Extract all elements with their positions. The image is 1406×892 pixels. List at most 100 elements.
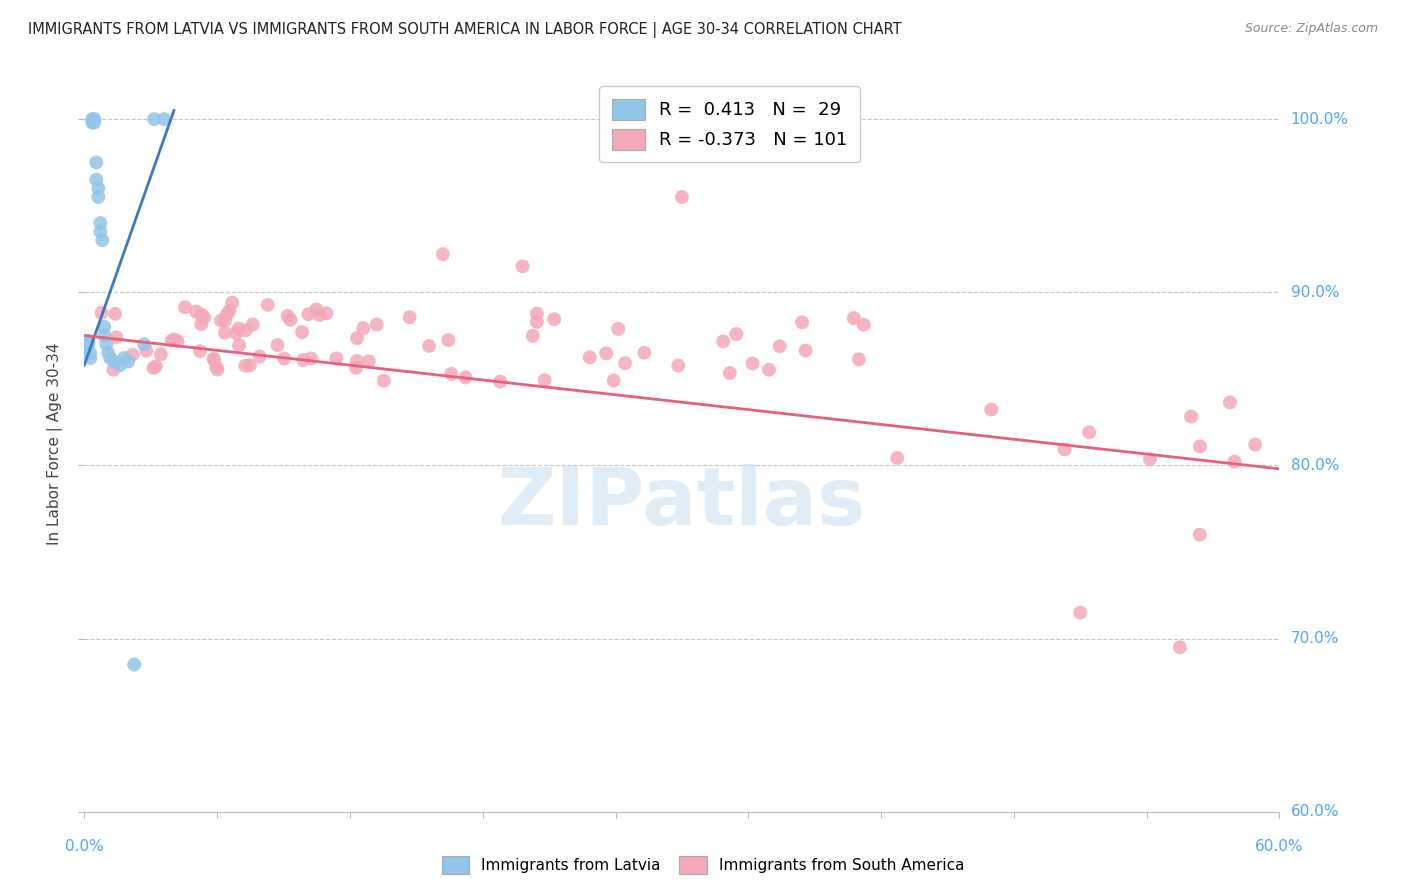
Point <box>174 300 197 314</box>
Point <box>103 354 125 368</box>
Point <box>266 338 288 352</box>
Point <box>291 325 314 339</box>
Point <box>96 337 118 351</box>
Point <box>512 260 534 274</box>
Point <box>188 344 211 359</box>
Text: 90.0%: 90.0% <box>1291 285 1339 300</box>
Point <box>104 307 127 321</box>
Point <box>308 308 330 322</box>
Point <box>633 345 655 359</box>
Point <box>90 306 112 320</box>
Point <box>86 172 108 186</box>
Point <box>153 112 176 127</box>
Point <box>852 318 875 332</box>
Point <box>437 333 460 347</box>
Point <box>205 360 228 375</box>
Point <box>280 312 302 326</box>
Point <box>209 313 232 327</box>
Point <box>1078 425 1101 440</box>
Point <box>711 334 734 349</box>
Point <box>86 155 108 169</box>
Point <box>533 373 555 387</box>
Point <box>79 346 101 360</box>
Point <box>249 350 271 364</box>
Point <box>398 310 420 325</box>
Point <box>163 333 186 347</box>
Point <box>357 354 380 368</box>
Text: 60.0%: 60.0% <box>1291 805 1339 819</box>
Point <box>82 112 104 127</box>
Legend: R =  0.413   N =  29, R = -0.373   N = 101: R = 0.413 N = 29, R = -0.373 N = 101 <box>599 87 860 162</box>
Point <box>595 346 617 360</box>
Point <box>143 112 166 127</box>
Point <box>103 362 125 376</box>
Point <box>83 115 105 129</box>
Point <box>725 326 748 341</box>
Point <box>235 323 257 337</box>
Text: 100.0%: 100.0% <box>1291 112 1348 127</box>
Point <box>89 225 111 239</box>
Point <box>792 315 814 329</box>
Point <box>666 359 689 373</box>
Point <box>718 366 741 380</box>
Point <box>1053 442 1076 457</box>
Point <box>214 313 236 327</box>
Point <box>440 367 463 381</box>
Point <box>671 190 693 204</box>
Point <box>366 318 388 332</box>
Point <box>239 359 262 373</box>
Point <box>93 328 115 343</box>
Point <box>191 308 214 322</box>
Point <box>225 326 247 341</box>
Point <box>214 326 236 340</box>
Point <box>315 306 337 320</box>
Point <box>980 402 1002 417</box>
Point <box>149 347 172 361</box>
Point <box>190 317 212 331</box>
Text: 80.0%: 80.0% <box>1291 458 1339 473</box>
Point <box>75 341 97 355</box>
Point <box>215 307 238 321</box>
Text: 0.0%: 0.0% <box>65 839 104 855</box>
Point <box>886 450 908 465</box>
Point <box>202 352 225 367</box>
Point <box>221 295 243 310</box>
Point <box>842 311 865 326</box>
Point <box>373 374 395 388</box>
Point <box>1069 606 1091 620</box>
Point <box>769 339 792 353</box>
Point <box>97 346 120 360</box>
Point <box>207 362 229 376</box>
Point <box>87 190 110 204</box>
Point <box>202 351 225 366</box>
Point <box>79 351 101 365</box>
Point <box>299 351 322 366</box>
Point <box>794 343 817 358</box>
Point <box>305 302 328 317</box>
Point <box>166 334 188 348</box>
Text: IMMIGRANTS FROM LATVIA VS IMMIGRANTS FROM SOUTH AMERICA IN LABOR FORCE | AGE 30-: IMMIGRANTS FROM LATVIA VS IMMIGRANTS FRO… <box>28 22 901 38</box>
Point <box>522 328 544 343</box>
Point <box>1244 437 1267 451</box>
Point <box>83 112 105 127</box>
Point <box>277 309 299 323</box>
Point <box>110 358 132 372</box>
Point <box>352 321 374 335</box>
Point <box>186 304 208 318</box>
Point <box>228 321 250 335</box>
Text: 70.0%: 70.0% <box>1291 631 1339 646</box>
Point <box>543 312 565 326</box>
Text: Source: ZipAtlas.com: Source: ZipAtlas.com <box>1244 22 1378 36</box>
Point <box>233 359 256 373</box>
Point <box>91 233 114 247</box>
Point <box>121 348 143 362</box>
Point <box>526 315 548 329</box>
Point <box>87 181 110 195</box>
Point <box>344 360 367 375</box>
Y-axis label: In Labor Force | Age 30-34: In Labor Force | Age 30-34 <box>46 343 63 545</box>
Text: 60.0%: 60.0% <box>1256 839 1303 855</box>
Text: ZIPatlas: ZIPatlas <box>498 464 866 541</box>
Point <box>117 354 139 368</box>
Point <box>193 310 215 325</box>
Point <box>607 322 630 336</box>
